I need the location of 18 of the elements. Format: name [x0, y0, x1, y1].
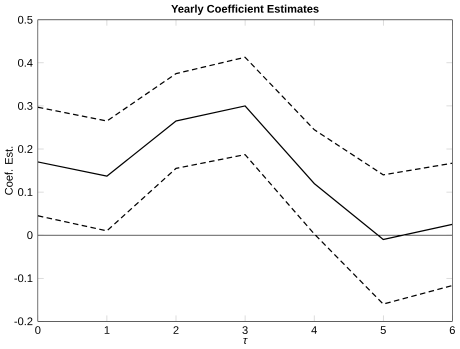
y-tick-label: 0	[27, 231, 33, 240]
x-tick-label: 3	[242, 326, 248, 334]
x-axis-title: τ	[243, 338, 248, 344]
y-tick-label: 0.4	[18, 59, 33, 68]
y-tick-label: 0.5	[18, 16, 32, 24]
y-tick-label: 0.1	[18, 188, 32, 196]
y-tick-label: -0.1	[14, 274, 32, 282]
x-tick-label: 1	[104, 326, 110, 334]
x-tick-label: 4	[311, 326, 317, 334]
x-tick-label: 2	[173, 326, 179, 334]
x-tick-label: 0	[35, 326, 40, 334]
y-tick-label: 0.2	[18, 145, 32, 154]
x-tick-label: 6	[450, 326, 455, 334]
y-tick-label: -0.2	[14, 318, 32, 326]
y-tick-label: 0.3	[18, 102, 32, 110]
x-tick-label: 5	[380, 326, 386, 334]
y-axis-title: Coef. Est.	[4, 147, 13, 195]
chart-title: Yearly Coefficient Estimates	[171, 4, 319, 16]
